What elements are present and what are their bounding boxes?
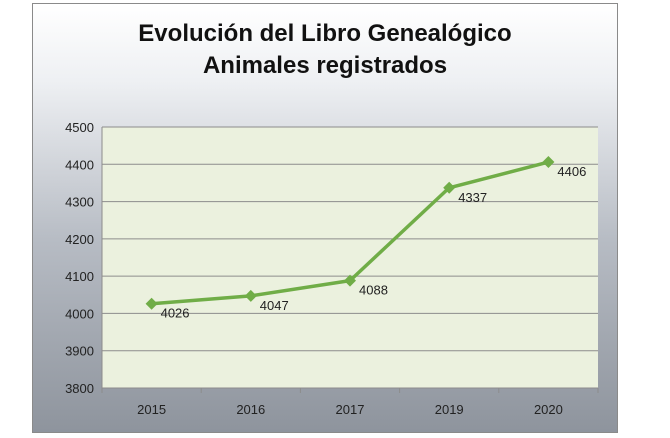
x-tick-label: 2020: [534, 402, 563, 417]
chart-title: Evolución del Libro Genealógico Animales…: [32, 18, 618, 82]
x-tick-label: 2016: [236, 402, 265, 417]
data-point-marker: [344, 274, 356, 287]
y-tick-label: 3900: [65, 344, 94, 359]
data-label: 4088: [359, 283, 388, 298]
y-tick-label: 4300: [65, 195, 94, 210]
chart-title-line-2: Animales registrados: [202, 52, 448, 79]
x-tick-label: 2019: [435, 402, 464, 417]
y-tick-label: 3800: [65, 381, 94, 396]
y-tick-label: 4200: [65, 232, 94, 247]
data-point-marker: [244, 289, 257, 302]
data-label: 4047: [260, 298, 289, 313]
x-tick-label: 2015: [137, 402, 166, 417]
x-axis-ticks: 2015 2016 2017 2019 2020: [101, 388, 599, 417]
data-point-marker: [542, 156, 555, 169]
y-tick-label: 4000: [65, 306, 94, 321]
series-group: [145, 156, 555, 310]
chart-title-line-1: Evolución del Libro Genealógico: [138, 20, 512, 47]
x-tick-label: 2017: [336, 402, 365, 417]
data-label: 4337: [458, 190, 487, 205]
data-labels: 4026 4047 4088 4337 4406: [161, 164, 587, 321]
plot-area: [102, 127, 598, 388]
data-point-marker: [145, 297, 158, 310]
data-label: 4026: [161, 306, 190, 321]
y-tick-label: 4400: [65, 157, 94, 172]
y-axis-ticks: 3800 3900 4000 4100 4200 4300 4400 4500: [65, 120, 94, 396]
y-tick-label: 4500: [65, 120, 94, 135]
y-tick-label: 4100: [65, 269, 94, 284]
data-point-marker: [443, 181, 456, 194]
data-label: 4406: [557, 164, 586, 179]
